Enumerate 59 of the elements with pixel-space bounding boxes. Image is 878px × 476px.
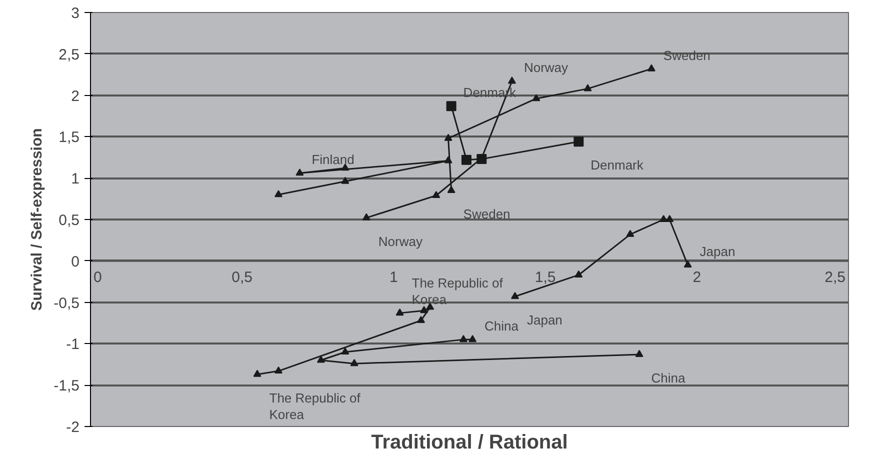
point bbox=[510, 292, 519, 300]
y-tick-label: 2 bbox=[71, 88, 80, 105]
point bbox=[362, 213, 370, 220]
y-tick-label: 0 bbox=[71, 253, 80, 270]
annotation: Japan bbox=[700, 244, 736, 260]
y-tick-label: 1,5 bbox=[58, 129, 80, 146]
point bbox=[350, 359, 358, 366]
point bbox=[468, 335, 477, 342]
annotation: Sweden bbox=[463, 206, 510, 222]
annotation: China bbox=[651, 370, 686, 386]
annotation: China bbox=[484, 318, 520, 334]
point bbox=[447, 186, 456, 194]
point bbox=[444, 156, 452, 164]
point bbox=[316, 356, 325, 363]
point bbox=[532, 94, 540, 102]
y-axis-title: Survival / Self-expression bbox=[28, 128, 46, 311]
point bbox=[420, 306, 428, 314]
point bbox=[459, 335, 468, 342]
annotation: The Republic of Korea bbox=[269, 390, 361, 422]
point bbox=[647, 64, 656, 72]
point bbox=[574, 136, 584, 147]
point bbox=[461, 154, 472, 165]
point bbox=[274, 190, 282, 198]
annotation: Norway bbox=[524, 60, 569, 76]
point bbox=[574, 270, 583, 278]
point bbox=[274, 366, 282, 374]
y-tick-label: -1 bbox=[66, 336, 80, 354]
point bbox=[416, 316, 425, 324]
point bbox=[396, 308, 404, 316]
annotation: Japan bbox=[526, 312, 562, 328]
point bbox=[446, 101, 456, 112]
annotation: Finland bbox=[312, 152, 354, 168]
y-tick-label: -0,5 bbox=[54, 294, 80, 312]
x-axis-title: Traditional / Rational bbox=[371, 432, 568, 454]
point bbox=[432, 190, 440, 198]
y-tick-label: -1,5 bbox=[54, 378, 80, 395]
y-tick-label: 0,5 bbox=[58, 212, 80, 229]
y-tick-label: 2,5 bbox=[58, 46, 80, 64]
x-tick-label: 1,5 bbox=[534, 268, 556, 286]
annotation: Denmark bbox=[590, 158, 644, 173]
point bbox=[341, 347, 350, 354]
point bbox=[296, 168, 304, 176]
x-tick-label: 2,5 bbox=[824, 268, 846, 286]
x-tick-label: 0,5 bbox=[232, 268, 253, 286]
x-tick-label: 0 bbox=[94, 268, 102, 286]
point bbox=[584, 84, 592, 92]
y-tick-label: 1 bbox=[71, 170, 80, 188]
point bbox=[684, 260, 692, 268]
point bbox=[253, 370, 262, 377]
point bbox=[635, 350, 644, 357]
y-tick-label: -2 bbox=[66, 419, 80, 436]
point bbox=[626, 230, 634, 237]
x-tick-label: 2 bbox=[692, 268, 702, 286]
point bbox=[444, 134, 452, 141]
point bbox=[508, 76, 516, 84]
y-tick-label: 3 bbox=[71, 5, 80, 22]
x-tick-label: 1 bbox=[390, 268, 398, 286]
point bbox=[341, 176, 350, 184]
annotation: Norway bbox=[378, 234, 423, 249]
